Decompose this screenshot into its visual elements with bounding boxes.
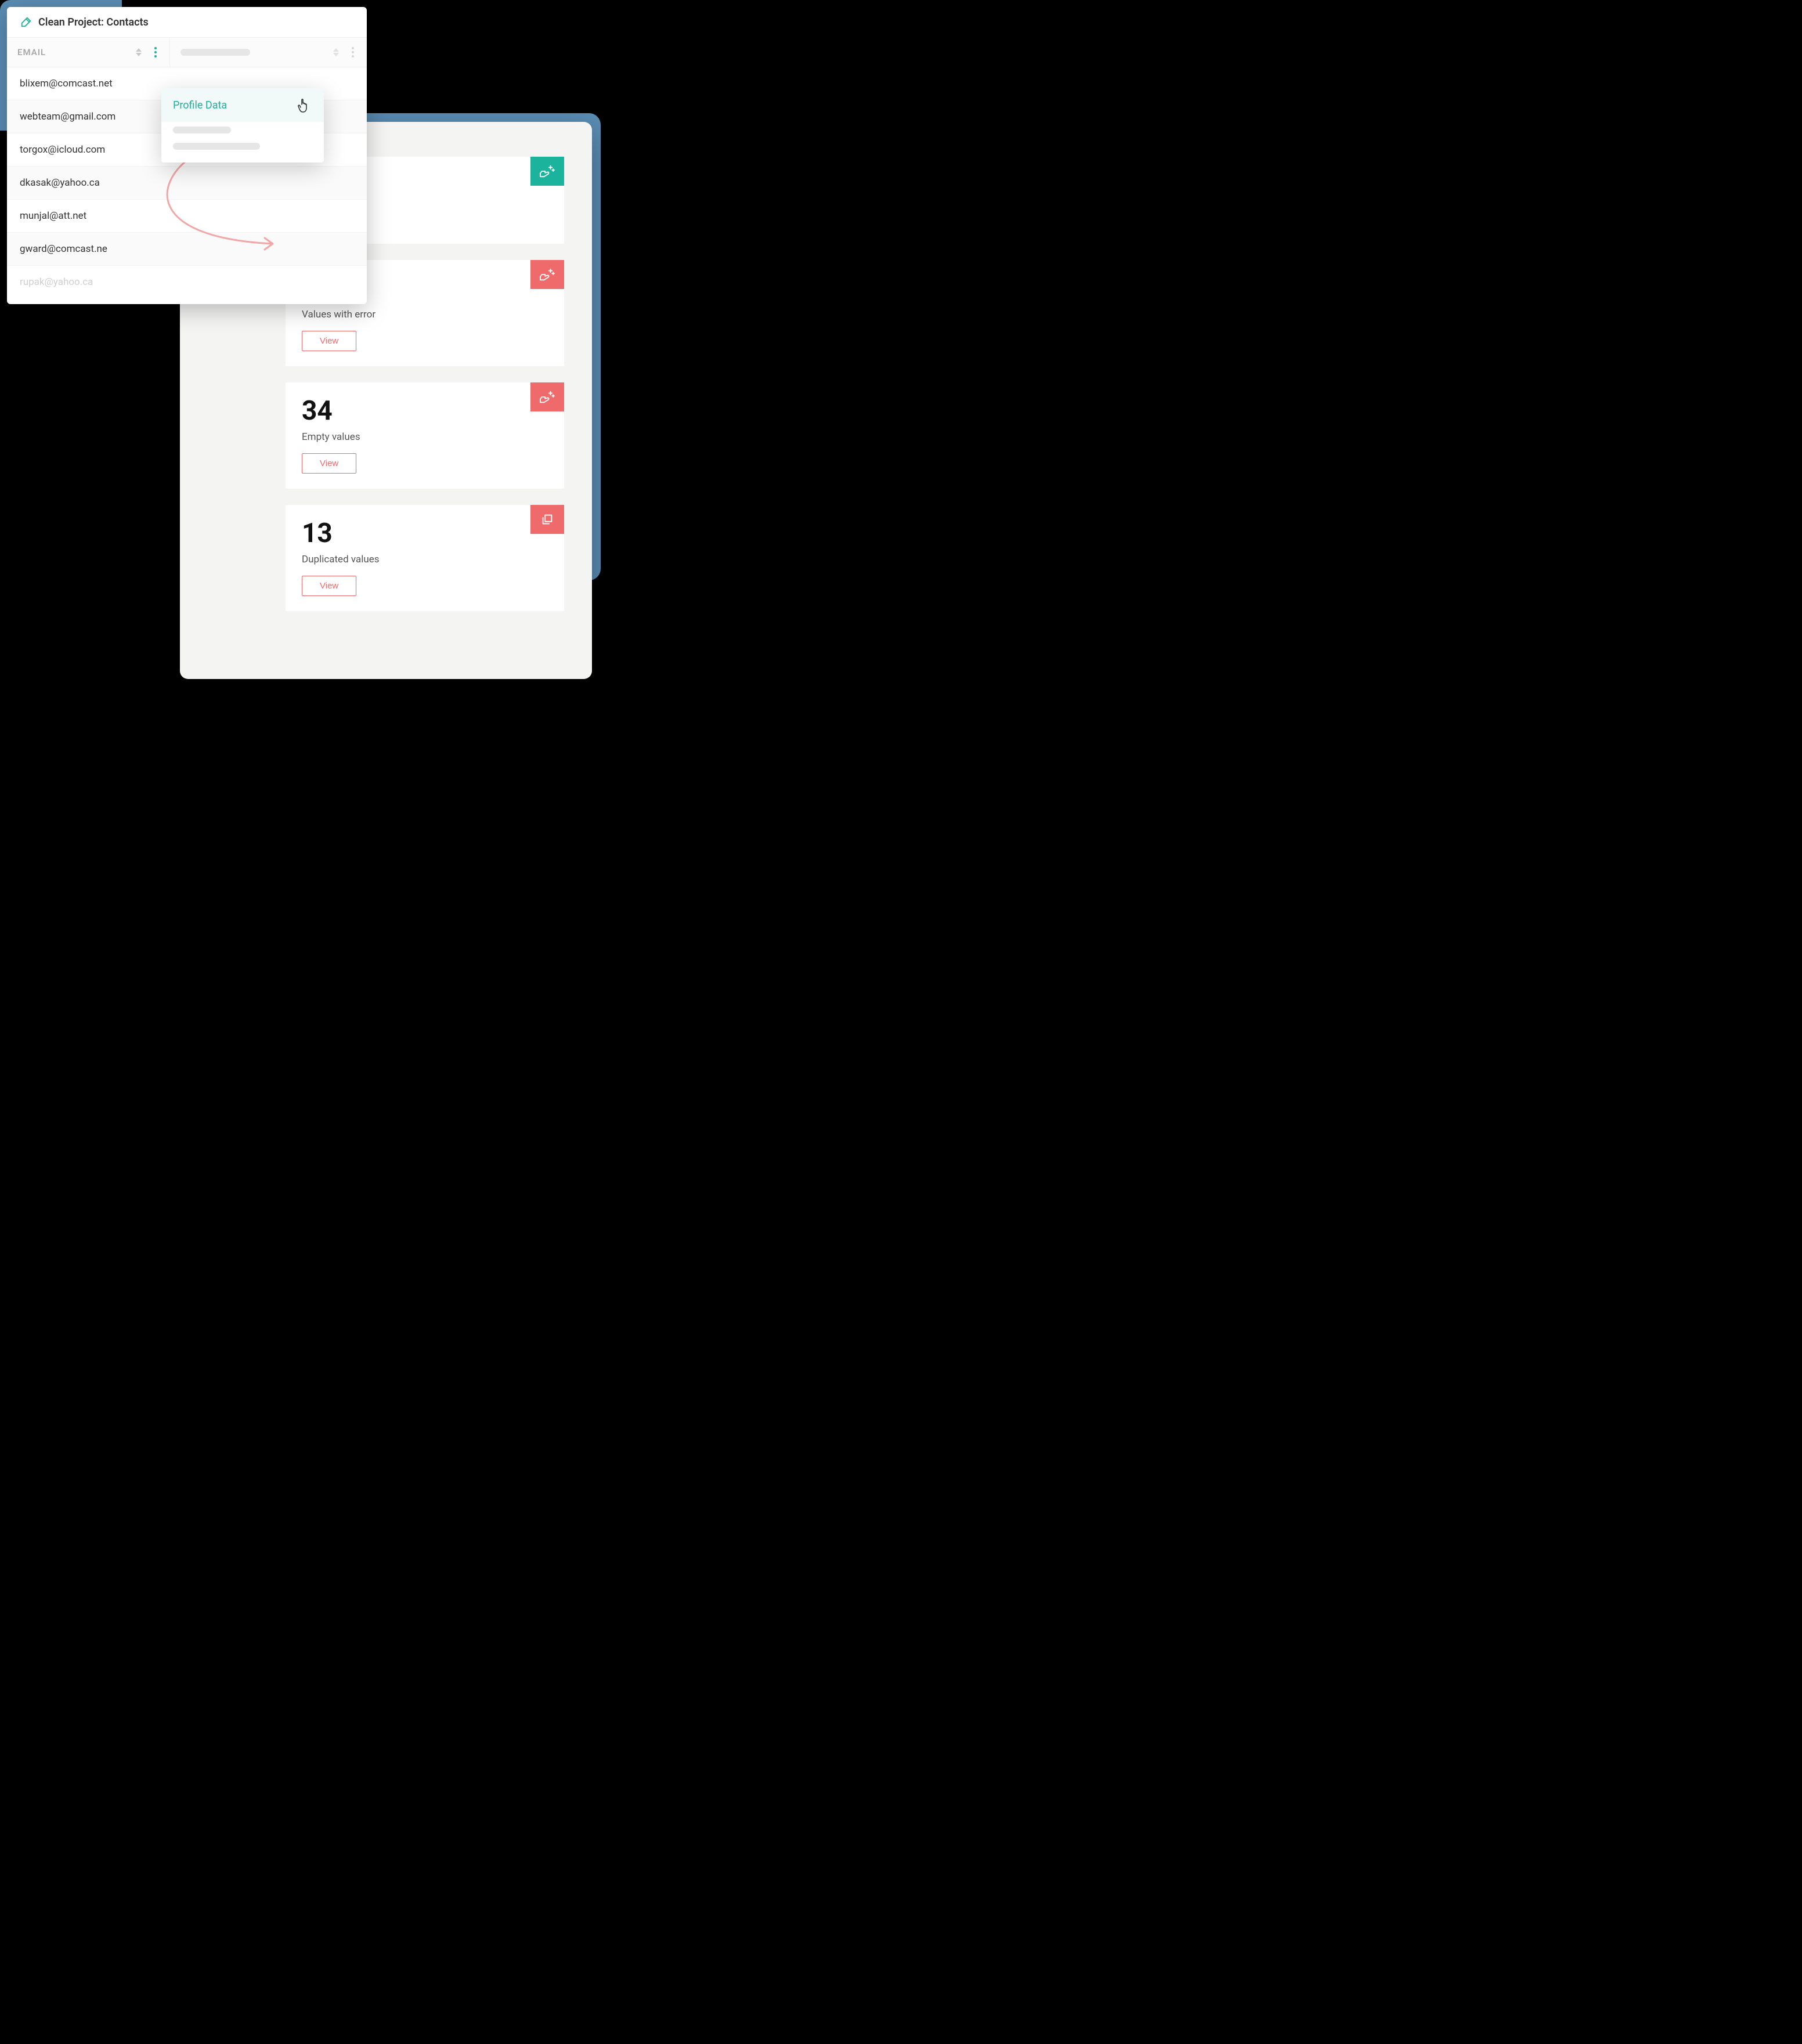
hand-sparkle-icon (530, 260, 564, 289)
column-header-email[interactable]: EMAIL (7, 38, 169, 67)
brush-icon (20, 16, 32, 28)
table-row[interactable]: rupak@yahoo.ca (7, 266, 367, 298)
dropdown-item-profile-data[interactable]: Profile Data (161, 88, 324, 122)
metric-value: 13 (302, 520, 548, 547)
metric-value: 34 (302, 398, 548, 424)
layers-icon (530, 505, 564, 534)
page-title: Clean Project: Contacts (38, 16, 149, 28)
metric-card-duplicates: 13 Duplicated values View (286, 505, 564, 611)
table-header-row: EMAIL (7, 37, 367, 67)
column-header-label: EMAIL (17, 47, 46, 57)
view-button[interactable]: View (302, 453, 356, 474)
hand-sparkle-icon (530, 157, 564, 186)
dropdown-item-placeholder[interactable] (161, 138, 324, 154)
dropdown-item-label: Profile Data (173, 99, 227, 111)
metric-label: Duplicated values (302, 554, 548, 565)
metric-label: Values with error (302, 309, 548, 320)
column-menu-icon[interactable] (349, 45, 356, 60)
hand-sparkle-icon (530, 382, 564, 411)
metric-card-empty: 34 Empty values View (286, 382, 564, 489)
column-header-placeholder (169, 38, 367, 67)
table-row[interactable]: gward@comcast.ne (7, 233, 367, 266)
sort-icon[interactable] (136, 48, 142, 56)
metric-label: Empty values (302, 431, 548, 443)
view-button[interactable]: View (302, 331, 356, 351)
view-button[interactable]: View (302, 576, 356, 596)
dropdown-item-placeholder[interactable] (161, 122, 324, 138)
placeholder-bar (173, 127, 231, 133)
column-menu-icon[interactable] (152, 45, 159, 60)
table-row[interactable]: dkasak@yahoo.ca (7, 167, 367, 200)
sort-icon[interactable] (333, 48, 339, 56)
table-row[interactable]: munjal@att.net (7, 200, 367, 233)
column-dropdown: Profile Data (161, 88, 324, 162)
placeholder-bar (173, 143, 260, 150)
pointer-cursor-icon (296, 96, 312, 114)
placeholder-bar (180, 49, 250, 56)
